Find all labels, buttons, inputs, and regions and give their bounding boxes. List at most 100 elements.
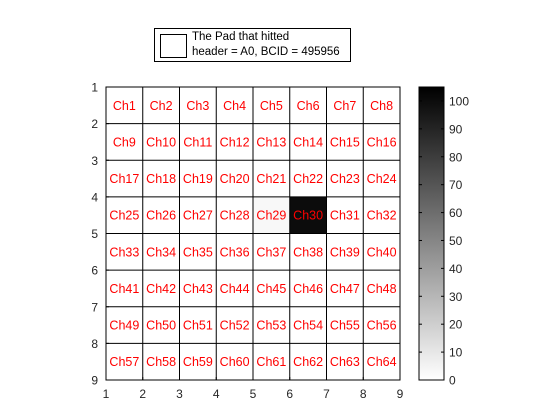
heatmap-cell [326, 306, 364, 344]
cell-label: Ch39 [330, 245, 360, 259]
heatmap-cell [142, 196, 180, 234]
cell-label: Ch59 [183, 355, 213, 369]
heatmap-cell [253, 87, 290, 124]
cell-label: Ch13 [256, 135, 286, 149]
heatmap-cell [363, 87, 400, 124]
heatmap-cell [363, 306, 400, 344]
cell-label: Ch40 [367, 245, 397, 259]
cell-label: Ch60 [220, 355, 250, 369]
heatmap-cell [289, 123, 327, 161]
heatmap-cell [363, 196, 400, 234]
heatmap-cell [326, 343, 364, 380]
heatmap-cell [253, 270, 290, 307]
heatmap-cell [142, 87, 180, 124]
cell-label: Ch63 [330, 355, 360, 369]
colorbar-scale [418, 86, 445, 381]
heatmap-cell [363, 233, 400, 271]
cell-label: Ch19 [183, 172, 213, 186]
cell-label: Ch9 [113, 135, 136, 149]
cell-label: Ch51 [183, 319, 213, 333]
colorbar-tick-label: 70 [449, 178, 463, 192]
heatmap-cell [142, 343, 180, 380]
cell-label: Ch27 [183, 209, 213, 223]
colorbar-tick-label: 80 [449, 150, 463, 164]
heatmap-cell [179, 306, 217, 344]
cell-label: Ch22 [293, 172, 323, 186]
heatmap-cell [142, 123, 180, 161]
cell-label: Ch1 [113, 99, 136, 113]
y-tick-label: 8 [91, 337, 98, 351]
heatmap-cell [326, 123, 364, 161]
cell-label: Ch49 [109, 319, 139, 333]
legend: The Pad that hitted header = A0, BCID = … [154, 28, 351, 62]
heatmap-cell [142, 270, 180, 307]
cell-label: Ch32 [367, 209, 397, 223]
heatmap-cell [363, 160, 400, 197]
cell-label: Ch47 [330, 282, 360, 296]
cell-label: Ch48 [367, 282, 397, 296]
colorbar-tick-label: 90 [449, 122, 463, 136]
heatmap-cell [289, 233, 327, 271]
y-tick-label: 6 [91, 264, 98, 278]
cell-label: Ch12 [220, 135, 250, 149]
cell-label: Ch55 [330, 319, 360, 333]
cell-label: Ch4 [223, 99, 246, 113]
cell-label: Ch41 [109, 282, 139, 296]
heatmap-cell [363, 123, 400, 161]
cell-label: Ch37 [256, 245, 286, 259]
x-tick-label: 6 [286, 387, 293, 401]
cell-label: Ch56 [367, 319, 397, 333]
x-tick-label: 9 [397, 387, 404, 401]
cell-label: Ch43 [183, 282, 213, 296]
heatmap-cell [179, 270, 217, 307]
legend-title: The Pad that hitted [192, 31, 290, 43]
colorbar-tick-label: 10 [449, 346, 463, 360]
heatmap-cell [253, 123, 290, 161]
cell-label: Ch54 [293, 319, 323, 333]
colorbar-tick-label: 20 [449, 318, 463, 332]
cell-label: Ch21 [256, 172, 286, 186]
cell-label: Ch5 [260, 99, 283, 113]
x-tick-label: 5 [250, 387, 257, 401]
cell-label: Ch42 [146, 282, 176, 296]
cell-label: Ch17 [109, 172, 139, 186]
heatmap-cell [363, 343, 400, 380]
heatmap-cell [179, 123, 217, 161]
x-axis: 1 2 3 4 5 6 7 8 9 [103, 377, 404, 401]
y-tick-label: 1 [91, 81, 98, 95]
cell-label: Ch50 [146, 319, 176, 333]
heatmap-cell [326, 160, 364, 197]
cell-label: Ch64 [367, 355, 397, 369]
heatmap-cell [253, 233, 290, 271]
cell-label: Ch36 [220, 245, 250, 259]
x-tick-label: 1 [103, 387, 110, 401]
heatmap-cell [216, 306, 253, 344]
heatmap-cell [289, 196, 327, 234]
heatmap-cell [326, 270, 364, 307]
grid-lines [105, 86, 401, 381]
cell-label: Ch62 [293, 355, 323, 369]
colorbar-tick-label: 100 [449, 94, 469, 108]
heatmap-cell [216, 343, 253, 380]
cell-label: Ch35 [183, 245, 213, 259]
cell-label: Ch16 [367, 135, 397, 149]
x-tick-label: 7 [323, 387, 330, 401]
y-tick-label: 9 [91, 374, 98, 388]
heatmap-cell [106, 306, 143, 344]
heatmap-cell [289, 306, 327, 344]
colorbar-tick-label: 60 [449, 206, 463, 220]
cell-label: Ch8 [370, 99, 393, 113]
heatmap-cell [216, 87, 253, 124]
x-tick-label: 3 [176, 387, 183, 401]
y-tick-label: 7 [91, 300, 98, 314]
heatmap-cell [179, 160, 217, 197]
heatmap-cell [289, 160, 327, 197]
heatmap-cell [106, 270, 143, 307]
cell-label: Ch24 [367, 172, 397, 186]
cell-label: Ch44 [220, 282, 250, 296]
cell-label: Ch31 [330, 209, 360, 223]
cell-label: Ch7 [333, 99, 356, 113]
colorbar-tick-label: 30 [449, 290, 463, 304]
cell-label: Ch18 [146, 172, 176, 186]
heatmap-cell [253, 196, 290, 234]
